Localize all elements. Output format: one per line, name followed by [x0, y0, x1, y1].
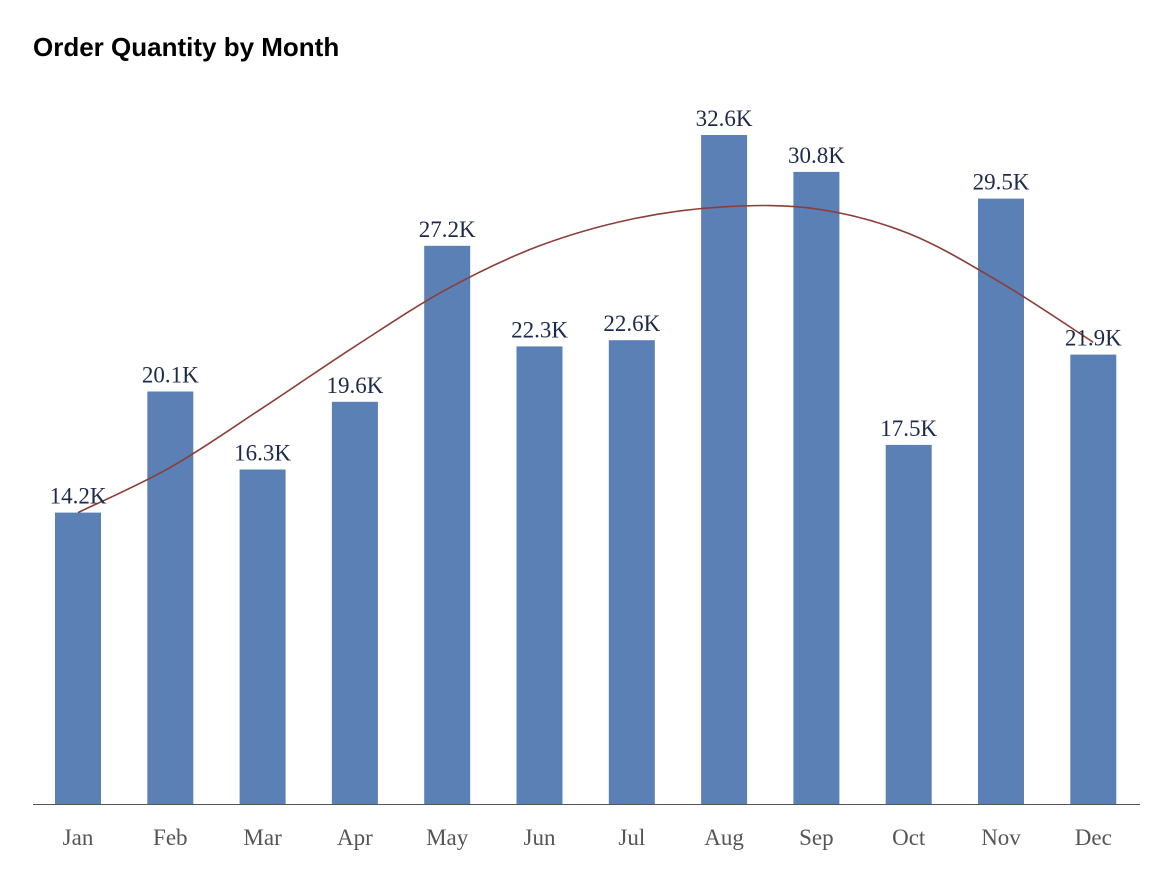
bar-sep	[793, 171, 840, 804]
bar-oct	[885, 444, 932, 804]
bar-aug	[701, 135, 748, 804]
value-label-jul: 22.6K	[603, 311, 660, 336]
bar-dec	[1070, 354, 1117, 804]
bars-layer	[55, 135, 1117, 805]
bar-feb	[147, 391, 194, 804]
x-tick-label-jan: Jan	[63, 825, 94, 850]
x-tick-label-dec: Dec	[1075, 825, 1112, 850]
x-tick-label-mar: Mar	[243, 825, 282, 850]
bar-may	[424, 245, 471, 805]
bar-jan	[55, 512, 101, 804]
bar-jun	[516, 346, 563, 804]
bar-nov	[978, 198, 1024, 805]
bar-jul	[608, 340, 655, 804]
value-labels-layer: 14.2K 20.1K 16.3K 19.6K 27.2K 22.3K 22.6K 32.6K…	[50, 106, 1123, 509]
value-label-feb: 20.1K	[142, 363, 199, 388]
value-label-may: 27.2K	[419, 217, 476, 242]
value-label-nov: 29.5K	[973, 170, 1030, 195]
x-tick-labels-layer: Jan Feb Mar Apr May Jun Jul Aug Sep Oct Nov Dec	[63, 825, 1112, 850]
x-tick-label-feb: Feb	[153, 825, 188, 850]
trend-line	[77, 204, 1094, 514]
value-label-jan: 14.2K	[50, 484, 107, 509]
x-tick-label-may: May	[426, 825, 469, 850]
value-label-dec: 21.9K	[1065, 326, 1122, 351]
value-label-jun: 22.3K	[511, 317, 568, 342]
x-tick-label-sep: Sep	[799, 825, 834, 850]
x-tick-label-jul: Jul	[618, 825, 645, 850]
bar-mar	[239, 469, 286, 804]
x-tick-label-oct: Oct	[892, 825, 926, 850]
x-tick-label-aug: Aug	[704, 825, 744, 850]
chart-title: Order Quantity by Month	[33, 32, 340, 62]
x-tick-label-jun: Jun	[524, 825, 556, 850]
value-label-oct: 17.5K	[880, 416, 937, 441]
value-label-sep: 30.8K	[788, 143, 845, 168]
x-tick-label-nov: Nov	[981, 825, 1021, 850]
value-label-aug: 32.6K	[696, 106, 753, 131]
value-label-mar: 16.3K	[234, 441, 291, 466]
bar-apr	[331, 401, 378, 804]
value-label-apr: 19.6K	[326, 373, 383, 398]
x-tick-label-apr: Apr	[337, 825, 373, 850]
